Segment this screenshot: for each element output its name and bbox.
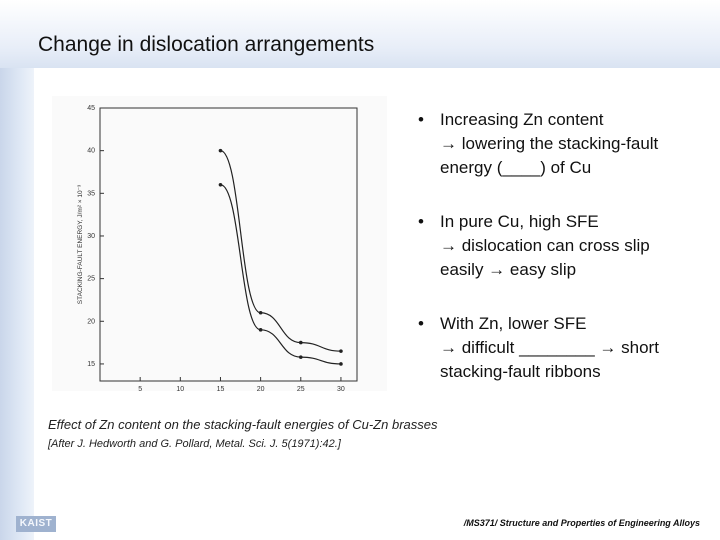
course-footer: /MS371/ Structure and Properties of Engi…	[463, 518, 700, 528]
y-tick-label: 20	[87, 318, 95, 325]
x-tick-label: 10	[176, 386, 184, 391]
bullet-line: → dislocation can cross slip	[440, 236, 650, 255]
data-point	[258, 328, 263, 332]
bullet-marker: •	[418, 212, 424, 231]
y-tick-label: 45	[87, 105, 95, 112]
bullet-marker: •	[418, 110, 424, 129]
figure-caption: Effect of Zn content on the stacking-fau…	[48, 416, 448, 453]
bullet-line: In pure Cu, high SFE	[440, 212, 599, 231]
bullet-line: stacking-fault ribbons	[440, 362, 601, 381]
bullet-line: energy (____) of Cu	[440, 158, 592, 177]
data-point	[339, 362, 343, 366]
x-tick-label: 5	[138, 386, 142, 391]
x-tick-label: 30	[337, 386, 345, 391]
caption-reference: [After J. Hedworth and G. Pollard, Metal…	[48, 438, 341, 450]
bullet-item-pure-cu: • In pure Cu, high SFE → dislocation can…	[418, 210, 713, 282]
x-tick-label: 25	[297, 386, 305, 391]
data-point	[339, 349, 343, 353]
title-banner	[0, 0, 720, 68]
series-line-2	[220, 184, 341, 365]
side-decoration-bar	[0, 0, 34, 540]
bullet-item-zn-content: • Increasing Zn content → lowering the s…	[418, 108, 713, 180]
x-tick-label: 20	[257, 386, 265, 391]
sfe-chart-figure: 5101520253015202530354045ZINC, WEIGHT PE…	[52, 96, 387, 402]
y-tick-label: 35	[87, 190, 95, 197]
kaist-logo: KAIST	[16, 516, 56, 532]
y-tick-label: 25	[87, 276, 95, 283]
bullet-line: easily → easy slip	[440, 260, 577, 279]
y-tick-label: 15	[87, 361, 95, 368]
bullet-item-with-zn: • With Zn, lower SFE → difficult _______…	[418, 312, 713, 384]
y-tick-label: 40	[87, 148, 95, 155]
series-line-1	[220, 150, 341, 352]
caption-text: Effect of Zn content on the stacking-fau…	[48, 417, 438, 432]
bullet-line: → difficult ________ → short	[440, 338, 659, 357]
slide-title: Change in dislocation arrangements	[38, 33, 375, 56]
bullet-line: With Zn, lower SFE	[440, 314, 587, 333]
y-tick-label: 30	[87, 233, 95, 240]
y-axis-label: STACKING-FAULT ENERGY, J/m² × 10⁻³	[77, 184, 84, 304]
data-point	[218, 148, 223, 153]
data-point	[298, 340, 303, 345]
x-tick-label: 15	[217, 386, 225, 391]
data-point	[258, 310, 263, 315]
data-point	[298, 355, 303, 359]
sfe-chart: 5101520253015202530354045ZINC, WEIGHT PE…	[77, 105, 358, 402]
bullet-list: • Increasing Zn content → lowering the s…	[418, 108, 713, 384]
plot-frame	[99, 107, 358, 382]
bullet-marker: •	[418, 314, 424, 333]
data-point	[218, 182, 223, 187]
bullet-line: → lowering the stacking-fault	[440, 134, 659, 153]
bullet-line: Increasing Zn content	[440, 110, 604, 129]
